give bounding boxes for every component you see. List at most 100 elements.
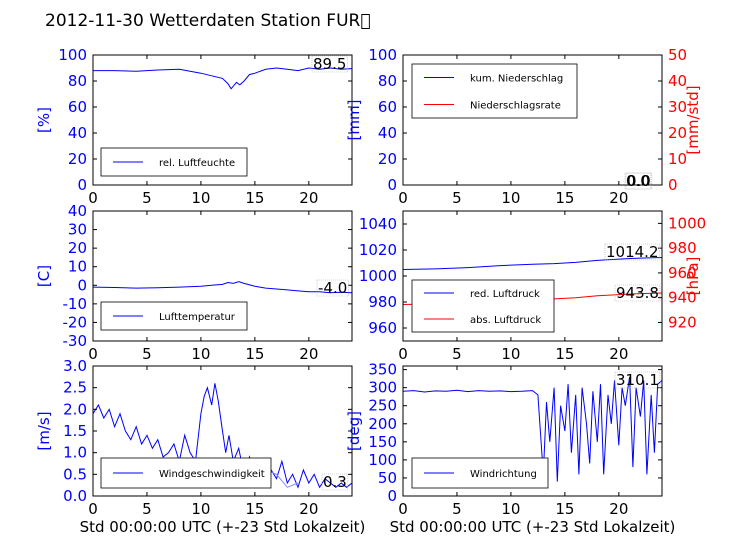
x-tick-label: 10 bbox=[191, 500, 210, 518]
panel-4: 0 5 10 15 20 960 980 1000 1020 1040 920 940 960 980 10… bbox=[359, 210, 706, 363]
y-tick-label: 20 bbox=[378, 150, 397, 168]
legend-entry: abs. Luftdruck bbox=[470, 315, 541, 326]
last-value-box bbox=[316, 279, 349, 297]
y-right-tick-label: 940 bbox=[668, 289, 697, 307]
last-value-box bbox=[625, 172, 653, 190]
panel-5: 0 5 10 15 20 0.0 0.5 1.0 1.5 2.0 2.5 3.0 [m/s] Std 00… bbox=[35, 357, 365, 536]
y-tick-label: 350 bbox=[368, 361, 397, 379]
x-tick-label: 0 bbox=[88, 189, 98, 207]
y-tick-label: 20 bbox=[68, 150, 87, 168]
x-tick-label: 0 bbox=[88, 500, 98, 518]
x-tick-label: 10 bbox=[191, 189, 210, 207]
x-tick-label: 5 bbox=[142, 345, 152, 363]
y-tick-label: 0 bbox=[387, 176, 397, 194]
last-value-label-2: 0.0 bbox=[627, 172, 651, 190]
y-tick-label: 40 bbox=[68, 202, 87, 220]
y-tick-label: 100 bbox=[58, 46, 87, 64]
x-tick-label: 5 bbox=[142, 189, 152, 207]
y-tick-label: 200 bbox=[368, 415, 397, 433]
x-axis-label: Std 00:00:00 UTC (+-23 Std Lokalzeit) bbox=[80, 518, 366, 536]
x-tick-label: 15 bbox=[245, 345, 264, 363]
y-tick-label: 30 bbox=[68, 221, 87, 239]
x-tick-label: 15 bbox=[245, 189, 264, 207]
y-tick-label: 0.5 bbox=[63, 465, 87, 483]
series-line-1 bbox=[93, 383, 352, 489]
panel-2: 0 5 10 15 20 0 20 40 60 80 100 0 10 20 30 40 50 [mm/std] [… bbox=[345, 46, 702, 207]
legend-entry: kum. Niederschlag bbox=[470, 74, 563, 85]
x-tick-label: 20 bbox=[609, 345, 628, 363]
y-right-tick-label: 20 bbox=[668, 124, 687, 142]
last-value-label: 1014.2 bbox=[606, 243, 659, 261]
y-tick-label: 300 bbox=[368, 379, 397, 397]
series-line-1 bbox=[93, 281, 352, 294]
y-tick-label: -10 bbox=[63, 295, 88, 313]
x-tick-label: 15 bbox=[555, 345, 574, 363]
last-value-label: 310.1 bbox=[616, 371, 659, 389]
legend: Lufttemperatur bbox=[100, 301, 248, 331]
last-value-box bbox=[311, 55, 348, 73]
y-right-tick-label: 0 bbox=[668, 176, 678, 194]
y-axis-label: [C] bbox=[35, 265, 53, 287]
last-value-label-2: 943.8 bbox=[616, 284, 659, 302]
x-tick-label: 10 bbox=[501, 189, 520, 207]
figure-title: 2012-11-30 Wetterdaten Station FUR  bbox=[45, 11, 371, 31]
y-right-tick-label: 1000 bbox=[668, 214, 706, 232]
y-axis-label-right: [mm/std] bbox=[684, 85, 702, 154]
last-value-label: 0.3 bbox=[323, 473, 347, 491]
x-tick-label: 20 bbox=[609, 189, 628, 207]
x-tick-label: 5 bbox=[142, 500, 152, 518]
plot-frame bbox=[402, 54, 663, 186]
y-tick-label: 1040 bbox=[359, 215, 397, 233]
x-tick-label: 10 bbox=[191, 345, 210, 363]
y-right-tick-label: 960 bbox=[668, 264, 697, 282]
x-tick-label: 0 bbox=[398, 345, 408, 363]
y-axis-label: [mm] bbox=[345, 100, 363, 141]
y-axis-label: [m/s] bbox=[35, 411, 53, 450]
legend-entry: Lufttemperatur bbox=[159, 312, 236, 323]
y-tick-label: 80 bbox=[378, 72, 397, 90]
x-tick-label: 20 bbox=[609, 500, 628, 518]
last-value-box bbox=[321, 473, 349, 491]
series-line-1 bbox=[403, 376, 662, 482]
y-axis-label: [%] bbox=[35, 107, 53, 133]
last-value-label: -4.0 bbox=[318, 279, 347, 297]
y-tick-label: 60 bbox=[68, 98, 87, 116]
y-right-tick-label: 30 bbox=[668, 98, 687, 116]
last-value-box bbox=[614, 371, 661, 389]
y-tick-label: 0 bbox=[77, 276, 87, 294]
legend: kum. Niederschlag Niederschlagsrate bbox=[411, 63, 578, 119]
y-right-tick-label: 980 bbox=[668, 239, 697, 257]
x-tick-label: 15 bbox=[555, 189, 574, 207]
panel-3: 0 5 10 15 20-30-20-10010203040[C]Lufttempera… bbox=[35, 202, 353, 363]
x-tick-label: 20 bbox=[299, 189, 318, 207]
plot-frame bbox=[92, 54, 353, 186]
legend: Windgeschwindigkeit bbox=[100, 457, 272, 489]
legend-entry: red. Luftdruck bbox=[470, 289, 540, 300]
x-tick-label: 5 bbox=[452, 345, 462, 363]
last-value-box bbox=[624, 172, 652, 190]
y-tick-label: 2.5 bbox=[63, 379, 87, 397]
y-tick-label: 10 bbox=[68, 258, 87, 276]
y-tick-label: 980 bbox=[368, 293, 397, 311]
legend: Windrichtung bbox=[411, 457, 549, 489]
last-value-label: 89.5 bbox=[313, 55, 346, 73]
y-tick-label: 1020 bbox=[359, 241, 397, 259]
panel-1: 0 5 10 15 20 0 20 40 60 80 100 [%] rel. Luftfeuchte 8… bbox=[35, 46, 353, 207]
y-tick-label: -30 bbox=[63, 332, 88, 350]
y-tick-label: 100 bbox=[368, 451, 397, 469]
series-line-1 bbox=[93, 67, 352, 90]
legend-entry: rel. Luftfeuchte bbox=[159, 158, 235, 169]
y-right-tick-label: 920 bbox=[668, 313, 697, 331]
x-tick-label: 15 bbox=[555, 500, 574, 518]
y-tick-label: 40 bbox=[378, 124, 397, 142]
x-tick-label: 15 bbox=[245, 500, 264, 518]
legend-entry: Windrichtung bbox=[470, 469, 537, 480]
y-axis-label-right: [hPa] bbox=[684, 257, 702, 296]
x-tick-label: 5 bbox=[452, 500, 462, 518]
last-value-box bbox=[614, 284, 661, 302]
x-tick-label: 0 bbox=[398, 189, 408, 207]
y-tick-label: 0 bbox=[77, 176, 87, 194]
y-right-tick-label: 50 bbox=[668, 46, 687, 64]
last-value-box bbox=[604, 243, 660, 261]
